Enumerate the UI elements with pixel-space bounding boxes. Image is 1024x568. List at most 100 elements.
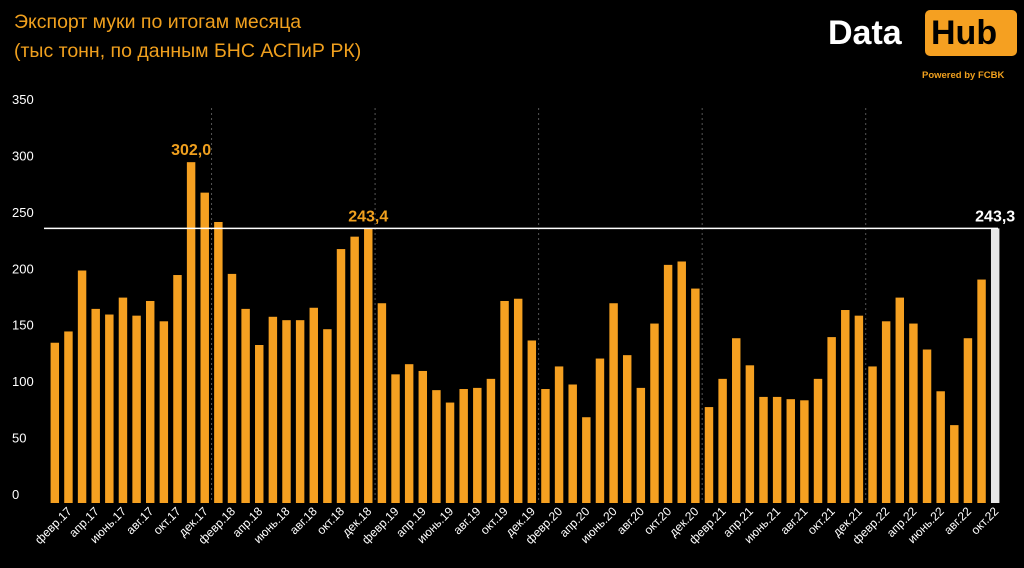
- bar: [364, 228, 373, 503]
- bar: [500, 300, 509, 503]
- bar: [868, 366, 877, 503]
- bar: [486, 378, 496, 503]
- chart-title: Экспорт муки по итогам месяца (тыс тонн,…: [14, 8, 361, 66]
- bars: [50, 162, 1000, 503]
- bar: [513, 298, 523, 503]
- bar: [800, 400, 809, 503]
- bar: [186, 162, 196, 503]
- bar: [432, 390, 441, 503]
- bar: [268, 316, 278, 503]
- bar: [418, 370, 428, 503]
- bar: [295, 320, 305, 503]
- chart-subtitle: (тыс тонн, по данным БНС АСПиР РК): [14, 40, 362, 62]
- bar: [854, 315, 864, 503]
- bar: [950, 425, 959, 503]
- bar: [745, 365, 755, 503]
- bar: [336, 249, 346, 503]
- bar: [841, 310, 850, 503]
- bar: [323, 329, 332, 503]
- bar: [350, 236, 359, 503]
- bar: [118, 297, 128, 503]
- bar: [909, 323, 918, 503]
- bar: [50, 342, 60, 503]
- bar: [445, 402, 455, 503]
- bar: [541, 389, 550, 503]
- logo-word-hub: Hub: [931, 14, 998, 52]
- bar: [650, 323, 659, 503]
- bar: [881, 321, 891, 503]
- bar: [663, 264, 673, 503]
- bar: [609, 303, 618, 503]
- chart-title-line1: Экспорт муки по итогам месяца: [14, 11, 302, 33]
- bar: [704, 407, 714, 503]
- y-tick-label: 50: [12, 431, 26, 446]
- bar: [459, 389, 468, 503]
- y-tick-label: 250: [12, 205, 34, 220]
- bar: [214, 221, 223, 503]
- x-tick-label: авг.21: [778, 504, 811, 537]
- bar: [309, 307, 318, 503]
- bar: [255, 345, 264, 503]
- bar: [377, 303, 387, 503]
- bar: [759, 396, 768, 503]
- y-tick-label: 0: [12, 487, 19, 502]
- bar: [936, 391, 945, 503]
- bar: [677, 261, 686, 503]
- x-tick-label: февр.17: [32, 504, 75, 547]
- x-tick-label: авг.22: [941, 504, 974, 537]
- bar: [173, 275, 182, 503]
- x-tick-label: окт.22: [968, 504, 1001, 537]
- bar: [977, 279, 986, 503]
- bar: [241, 308, 250, 503]
- bar: [827, 337, 836, 503]
- logo-tagline: Powered by FCBK: [922, 70, 1005, 81]
- logo-word-data: Data: [828, 14, 902, 52]
- bar: [895, 297, 905, 503]
- bar: [568, 384, 577, 503]
- bar: [145, 300, 155, 503]
- bar: [227, 273, 237, 503]
- x-tick-label: авг.20: [614, 504, 647, 537]
- bar: [622, 355, 632, 503]
- year-separators: [211, 108, 867, 503]
- x-tick-label: авг.18: [287, 504, 320, 537]
- bar: [963, 338, 973, 503]
- data-label: 243,4: [348, 208, 388, 225]
- bar: [636, 387, 646, 503]
- bar: [473, 387, 482, 503]
- bar-annotations: 302,0 243,4 243,3: [171, 142, 1015, 225]
- data-label: 243,3: [975, 208, 1015, 225]
- x-tick-label: авг.19: [450, 504, 483, 537]
- y-tick-label: 350: [12, 92, 34, 107]
- bar: [772, 396, 782, 503]
- bar: [91, 308, 100, 503]
- bar: [691, 288, 700, 503]
- bar: [527, 340, 537, 503]
- bar: [77, 270, 87, 503]
- bar: [922, 349, 932, 503]
- y-tick-label: 150: [12, 318, 34, 333]
- bar: [105, 314, 114, 503]
- bar: [718, 378, 727, 503]
- bar: [732, 338, 741, 503]
- x-tick-label: авг.17: [123, 504, 156, 537]
- bar: [582, 417, 591, 503]
- y-tick-label: 200: [12, 261, 34, 276]
- bar: [990, 228, 1000, 503]
- bar: [554, 366, 564, 503]
- bar: [200, 192, 209, 503]
- bar: [813, 378, 823, 503]
- x-axis-labels: февр.17апр.17июнь.17авг.17окт.17дек.17фе…: [32, 504, 1002, 547]
- bar: [64, 331, 73, 503]
- bar: [404, 364, 414, 503]
- y-tick-label: 100: [12, 374, 34, 389]
- bar: [159, 321, 169, 503]
- bar: [595, 358, 605, 503]
- y-tick-label: 300: [12, 148, 34, 163]
- bar: [282, 320, 291, 503]
- bar: [132, 315, 141, 503]
- data-label: 302,0: [171, 142, 211, 159]
- bar: [786, 399, 795, 503]
- y-axis-labels: 0 50 100 150 200 250 300 350: [12, 92, 34, 502]
